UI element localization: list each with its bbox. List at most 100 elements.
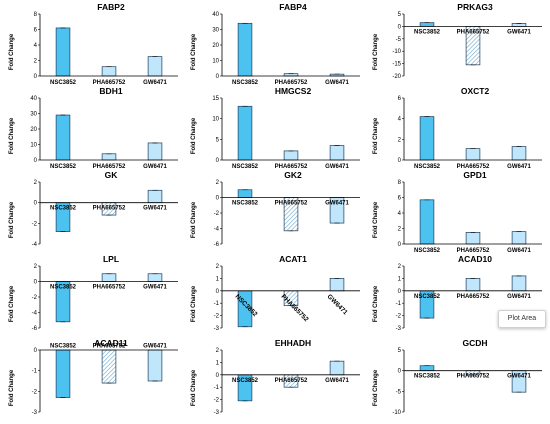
chart-title: GK (104, 170, 118, 180)
chart-acat1[interactable]: ACAT1 Fold Change -3 -2 -1 0 1 2 NSC3852 PHA66575… (190, 254, 366, 338)
chart-gk[interactable]: GK Fold Change -4 -2 0 2 NSC3852 PHA665752 GW647… (8, 170, 184, 254)
y-tick-label: 0 (398, 24, 402, 30)
bar-gw6471 (511, 231, 527, 245)
plot-svg: 0 2 4 6 NSC3852 PHA665752 GW6471 (398, 96, 542, 170)
x-tick-label: GW6471 (143, 206, 167, 212)
x-tick-label: NSC3852 (414, 374, 441, 380)
y-tick-label: 5 (398, 348, 402, 354)
bar-pha665752 (465, 148, 481, 161)
y-tick-label: -2 (32, 389, 38, 395)
chart-title: BDH1 (99, 86, 123, 96)
x-tick-label: PHA665752 (93, 344, 126, 350)
x-tick-label: NSC3852 (50, 344, 77, 350)
chart-title: GK2 (284, 170, 302, 180)
y-tick-label: 40 (30, 96, 37, 102)
bar-gw6471 (147, 189, 163, 204)
x-tick-label: NSC3852 (50, 206, 77, 212)
bar-gw6471 (511, 146, 527, 161)
chart-gcdh[interactable]: GCDH Fold Change -10 -5 0 5 NSC3852 PHA665752 GW… (372, 338, 548, 422)
y-tick-label: -4 (32, 242, 38, 248)
y-tick-label: 0 (34, 280, 38, 286)
bar-pha665752 (101, 349, 117, 384)
chart-prkag3[interactable]: PRKAG3 Fold Change -20 -15 -10 -5 0 5 NSC3852 PHA… (372, 2, 548, 86)
y-tick-label: 2 (398, 227, 402, 233)
y-tick-label: -6 (32, 326, 38, 332)
chart-gk2[interactable]: GK2 Fold Change -6 -4 -2 0 2 NSC3852 PHA665752 GW… (190, 170, 366, 254)
y-tick-label: 0 (216, 158, 220, 164)
chart-acad10[interactable]: ACAD10 Fold Change -3 -2 -1 0 1 2 NSC3852 PHA6657… (372, 254, 548, 338)
bar-gw6471 (147, 56, 163, 77)
y-tick-label: -15 (392, 62, 401, 68)
y-tick-label: -2 (32, 221, 38, 227)
y-tick-label: 0 (34, 74, 38, 80)
y-tick-label: 30 (212, 28, 219, 34)
x-tick-label: NSC3852 (414, 164, 441, 170)
bar-nsc3852 (55, 27, 71, 77)
chart-title: GCDH (462, 338, 488, 348)
x-tick-label: PHA665752 (457, 29, 490, 35)
x-tick-label: PHA665752 (457, 164, 490, 170)
y-tick-label: -2 (214, 398, 220, 404)
y-tick-label: 1 (398, 276, 402, 282)
y-tick-label: -6 (214, 242, 220, 248)
chart-title: ACAD11 (94, 338, 128, 348)
x-tick-label: GW6471 (507, 294, 531, 300)
plot-svg: -6 -4 -2 0 2 NSC3852 PHA665752 GW6471 (32, 264, 178, 332)
bar-gw6471 (147, 142, 163, 161)
plot-svg: -4 -2 0 2 NSC3852 PHA665752 GW6471 (32, 180, 178, 248)
y-tick-label: 8 (34, 12, 38, 18)
y-tick-label: -2 (32, 295, 38, 301)
x-tick-label: GW6471 (143, 164, 167, 170)
y-tick-label: -5 (396, 389, 402, 395)
x-tick-label: PHA665752 (93, 80, 126, 86)
y-tick-label: 0 (34, 348, 38, 354)
chart-bdh1[interactable]: BDH1 Fold Change 0 10 20 30 40 NSC3852 PHA665752… (8, 86, 184, 170)
bar-pha665752 (101, 153, 117, 161)
y-tick-label: 4 (398, 117, 402, 123)
chart-fabp4[interactable]: FABP4 Fold Change 0 10 20 30 40 NSC3852 PHA66575… (190, 2, 366, 86)
y-tick-label: 4 (398, 211, 402, 217)
y-tick-label: -20 (392, 74, 401, 80)
x-tick-label: GW6471 (325, 80, 349, 86)
bar-gw6471 (511, 275, 527, 292)
bar-pha665752 (465, 232, 481, 245)
x-tick-label: NSC3852 (50, 164, 77, 170)
bar-gw6471 (329, 145, 345, 161)
bar-nsc3852 (419, 116, 435, 161)
x-tick-label: PHA665752 (93, 285, 126, 291)
chart-hmgcs2[interactable]: HMGCS2 Fold Change 0 5 10 15 NSC3852 PHA665752 G… (190, 86, 366, 170)
bar-gw6471 (329, 360, 345, 376)
chart-acad11[interactable]: ACAD11 Fold Change -3 -2 -1 0 NSC3852 PHA665752… (8, 338, 184, 422)
plot-svg: 0 2 4 6 8 NSC3852 PHA665752 GW6471 (34, 12, 178, 86)
y-tick-label: -2 (214, 314, 220, 320)
bar-gw6471 (147, 349, 163, 382)
chart-oxct2[interactable]: OXCT2 Fold Change 0 2 4 6 NSC3852 PHA665752 GW64… (372, 86, 548, 170)
plot-svg: -10 -5 0 5 NSC3852 PHA665752 GW6471 (392, 348, 542, 416)
x-tick-label: NSC3852 (232, 164, 259, 170)
plot-svg: 0 10 20 30 40 NSC3852 PHA665752 GW6471 (30, 96, 178, 170)
chart-gpd1[interactable]: GPD1 Fold Change 0 2 4 6 8 NSC3852 PHA665752 GW64… (372, 170, 548, 254)
x-tick-label: PHA665752 (457, 294, 490, 300)
y-tick-label: 20 (30, 127, 37, 133)
plot-area-tooltip: Plot Area (498, 310, 546, 328)
y-tick-label: 0 (398, 158, 402, 164)
y-tick-label: 6 (34, 28, 38, 34)
x-tick-label: PHA665752 (93, 206, 126, 212)
x-tick-label: GW6471 (325, 378, 349, 384)
y-tick-label: 10 (212, 59, 219, 65)
y-tick-label: 2 (398, 264, 402, 270)
x-tick-label: NSC3852 (50, 80, 77, 86)
y-tick-label: 0 (34, 201, 38, 207)
chart-title: ACAT1 (279, 254, 307, 264)
chart-ehhadh[interactable]: EHHADH Fold Change -3 -2 -1 0 1 2 NSC3852 PHA6657… (190, 338, 366, 422)
chart-lpl[interactable]: LPL Fold Change -6 -4 -2 0 2 NSC3852 PHA665752 GW… (8, 254, 184, 338)
chart-title: OXCT2 (460, 86, 490, 96)
chart-fabp2[interactable]: FABP2 Fold Change 0 2 4 6 8 NSC3852 PHA665752 GW6… (8, 2, 184, 86)
x-tick-label: GW6471 (325, 164, 349, 170)
x-tick-label: GW6471 (507, 164, 531, 170)
y-tick-label: 20 (212, 43, 219, 49)
x-tick-label: NSC3852 (232, 201, 259, 207)
plot-svg: -20 -15 -10 -5 0 5 NSC3852 PHA665752 GW6471 (392, 12, 542, 80)
y-tick-label: -3 (396, 326, 402, 332)
